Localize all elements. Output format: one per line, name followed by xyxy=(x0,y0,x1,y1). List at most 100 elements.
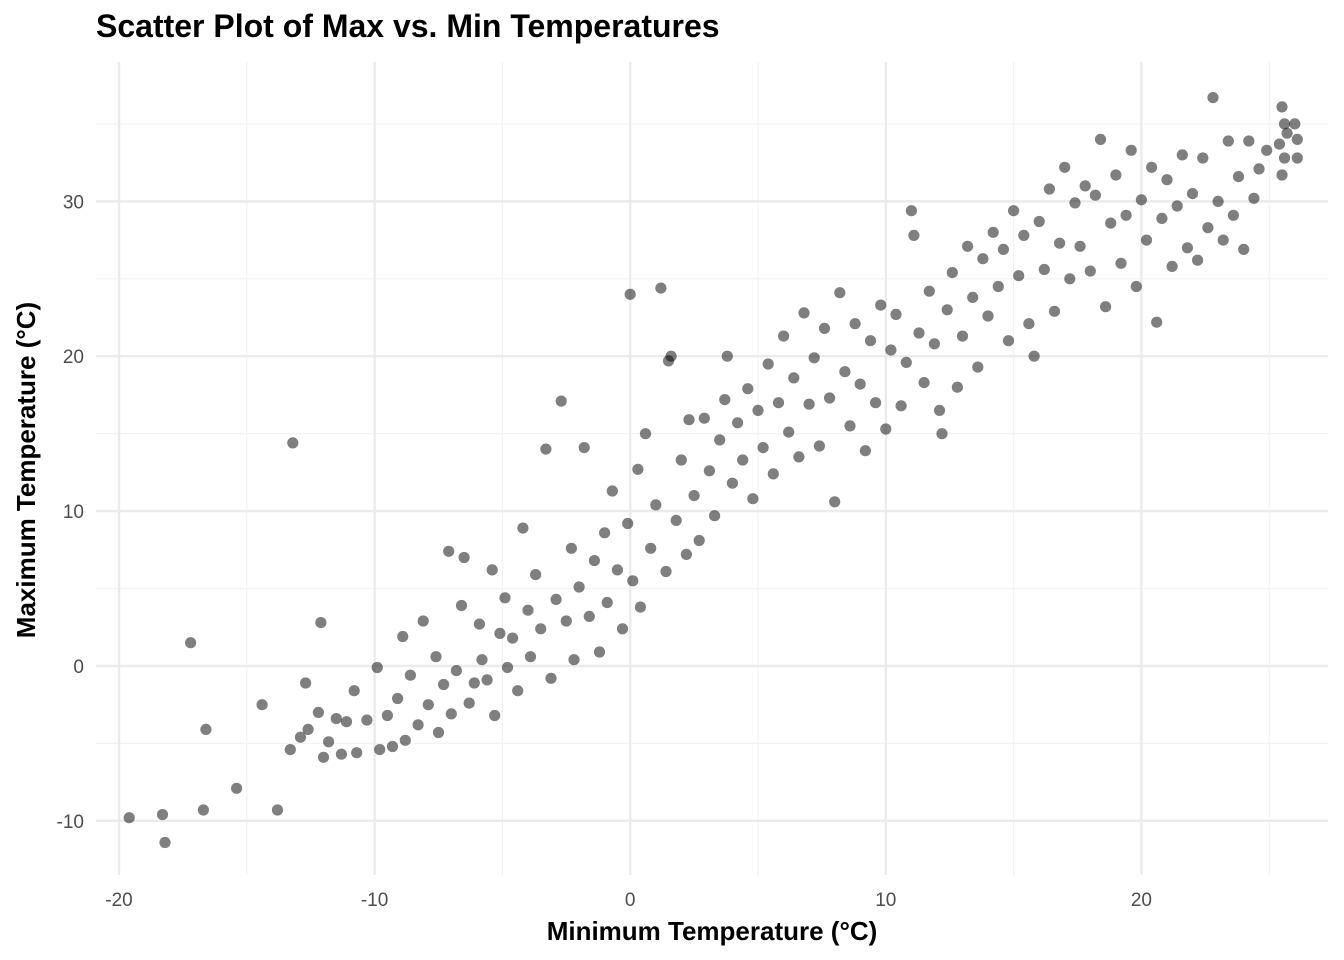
x-tick-label: -20 xyxy=(105,890,132,911)
data-point xyxy=(476,654,488,666)
x-axis-title: Minimum Temperature (°C) xyxy=(547,916,878,946)
data-point xyxy=(859,445,872,457)
data-point xyxy=(371,661,383,674)
data-point xyxy=(660,565,672,578)
data-point xyxy=(458,551,470,564)
data-point xyxy=(1074,240,1086,252)
data-point xyxy=(908,229,920,241)
data-point xyxy=(530,569,542,581)
data-point xyxy=(381,709,393,722)
data-point xyxy=(1181,242,1193,254)
data-point xyxy=(522,604,534,616)
data-point xyxy=(361,714,373,726)
data-point xyxy=(399,734,411,746)
data-point xyxy=(933,404,946,416)
data-point xyxy=(340,716,353,728)
data-point xyxy=(688,490,700,502)
data-point xyxy=(517,522,529,534)
data-point xyxy=(1064,273,1076,285)
data-point xyxy=(1248,192,1260,204)
data-point xyxy=(967,291,979,303)
data-point xyxy=(1028,350,1040,362)
gridlines xyxy=(96,62,1328,875)
x-tick-label: 10 xyxy=(875,890,896,911)
data-point xyxy=(732,417,744,429)
data-point xyxy=(675,454,687,466)
data-point xyxy=(1094,133,1107,145)
data-point xyxy=(1278,118,1291,130)
data-point xyxy=(742,383,754,395)
data-point xyxy=(486,564,498,576)
data-point xyxy=(489,709,501,722)
data-point xyxy=(719,394,731,406)
data-point xyxy=(655,282,667,294)
x-tick-label: 0 xyxy=(625,890,636,911)
data-point xyxy=(627,575,639,587)
data-point xyxy=(997,243,1010,255)
data-point xyxy=(1100,301,1112,313)
data-point xyxy=(200,723,212,736)
data-point xyxy=(430,651,442,663)
data-point xyxy=(900,356,912,368)
data-point xyxy=(606,485,618,497)
data-point xyxy=(417,615,429,627)
data-point xyxy=(962,240,974,252)
data-point xyxy=(1207,92,1219,104)
data-point xyxy=(1253,163,1265,175)
data-point xyxy=(992,280,1004,293)
data-point xyxy=(634,601,647,613)
data-point xyxy=(737,454,749,466)
data-point xyxy=(1079,180,1091,192)
data-point xyxy=(1289,118,1301,130)
data-point xyxy=(982,310,994,322)
data-point xyxy=(1227,209,1239,221)
data-point xyxy=(1238,243,1250,255)
data-point xyxy=(951,381,964,393)
data-point xyxy=(1161,174,1173,186)
data-point xyxy=(936,428,948,440)
data-point xyxy=(294,731,307,743)
data-point xyxy=(1171,200,1183,212)
data-point xyxy=(709,510,721,522)
data-point xyxy=(1125,144,1137,156)
data-point xyxy=(788,372,800,384)
data-point xyxy=(1273,138,1285,150)
data-point xyxy=(1038,263,1050,276)
data-point xyxy=(284,744,296,756)
data-point xyxy=(468,677,480,689)
data-point xyxy=(726,477,739,489)
data-point xyxy=(568,654,580,666)
data-point xyxy=(256,699,268,711)
data-point xyxy=(535,623,547,635)
data-point xyxy=(1115,257,1127,269)
data-point xyxy=(481,674,493,686)
data-point xyxy=(560,615,572,627)
data-point xyxy=(972,361,984,373)
data-point xyxy=(680,548,693,561)
data-point xyxy=(374,744,386,756)
data-point xyxy=(616,623,629,635)
data-point xyxy=(1291,133,1303,145)
data-point xyxy=(351,747,363,759)
data-point xyxy=(312,706,324,719)
data-point xyxy=(330,713,342,725)
data-point xyxy=(231,782,243,794)
data-point xyxy=(885,344,897,356)
data-point xyxy=(798,307,810,319)
data-point xyxy=(197,804,209,816)
data-point xyxy=(1059,161,1071,173)
data-point xyxy=(1089,189,1101,201)
data-point xyxy=(1013,270,1025,282)
data-point xyxy=(524,651,537,663)
data-point xyxy=(578,442,590,454)
data-point xyxy=(818,322,831,334)
data-point xyxy=(432,726,445,739)
data-point xyxy=(1130,280,1142,293)
data-point xyxy=(512,685,524,697)
data-point xyxy=(1140,234,1153,246)
data-point xyxy=(1105,217,1117,229)
data-point xyxy=(1243,135,1255,147)
data-point xyxy=(875,299,887,311)
data-point xyxy=(1110,169,1122,181)
data-point xyxy=(302,723,314,736)
